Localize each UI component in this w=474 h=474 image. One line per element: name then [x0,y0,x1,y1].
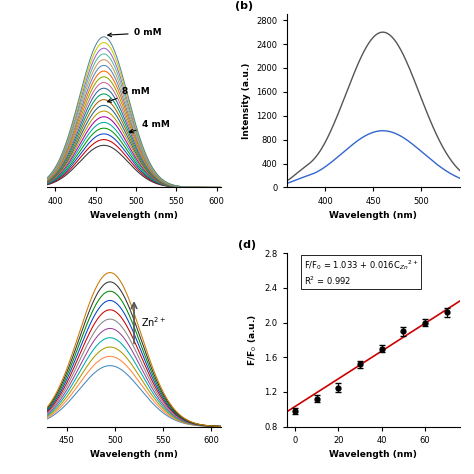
Text: (d): (d) [238,240,256,250]
X-axis label: Wavelength (nm): Wavelength (nm) [329,211,417,220]
X-axis label: Wavelength (nm): Wavelength (nm) [90,211,178,220]
Text: 8 mM: 8 mM [108,87,150,102]
X-axis label: Wavelength (nm): Wavelength (nm) [329,450,417,459]
Y-axis label: Intensity (a.u.): Intensity (a.u.) [242,63,251,139]
Text: Zn$^{2+}$: Zn$^{2+}$ [141,315,166,329]
X-axis label: Wavelength (nm): Wavelength (nm) [90,450,178,459]
Text: 0 mM: 0 mM [108,28,161,37]
Text: (b): (b) [235,1,253,11]
Text: 4 mM: 4 mM [129,120,170,133]
Text: F/F$_0$ = 1.033 + 0.016C$_{Zn}$$^{2+}$
R$^2$ = 0.992: F/F$_0$ = 1.033 + 0.016C$_{Zn}$$^{2+}$ R… [304,258,418,287]
Y-axis label: F/F$_0$ (a.u.): F/F$_0$ (a.u.) [246,314,259,366]
